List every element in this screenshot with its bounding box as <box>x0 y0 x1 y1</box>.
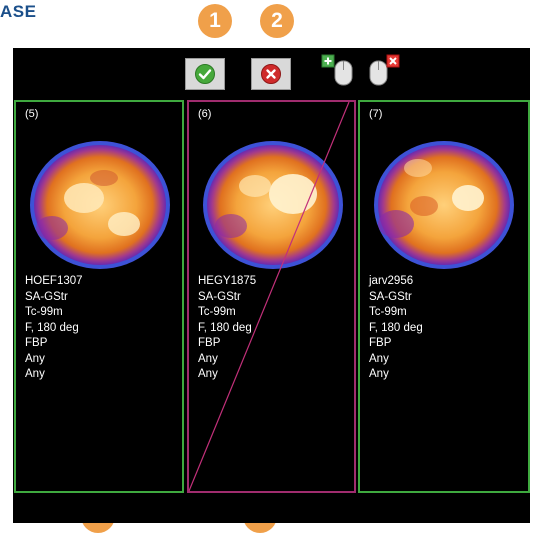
accept-button[interactable] <box>185 58 225 90</box>
patient-id: HOEF1307 <box>25 275 83 287</box>
study-info: HEGY1875 SA-GStr Tc-99m F, 180 deg FBP A… <box>198 274 256 383</box>
toolbar <box>13 48 530 92</box>
study-info: HOEF1307 SA-GStr Tc-99m F, 180 deg FBP A… <box>25 274 83 383</box>
isotope-label: Tc-99m <box>198 306 236 318</box>
polar-map-image <box>203 141 343 269</box>
mouse-add-icon[interactable] <box>321 54 355 91</box>
study-info: jarv2956 SA-GStr Tc-99m F, 180 deg FBP A… <box>369 274 423 383</box>
gender-label: Any <box>369 352 389 365</box>
image-viewer: (5) HOEF1307 SA-GStr Tc-99m F, 180 deg F… <box>13 92 530 523</box>
check-circle-icon <box>195 64 215 84</box>
image-panel[interactable]: (5) HOEF1307 SA-GStr Tc-99m F, 180 deg F… <box>14 100 184 493</box>
acquisition-label: F, 180 deg <box>25 321 79 334</box>
panel-index: (7) <box>369 108 383 120</box>
stress-label: Any <box>25 368 45 380</box>
patient-id: jarv2956 <box>369 275 414 287</box>
reconstruction-label: FBP <box>25 337 48 349</box>
page-title-fragment: ASE <box>0 2 37 21</box>
view-label: SA-GStr <box>198 290 241 303</box>
stress-label: Any <box>369 368 389 380</box>
polar-map-image <box>374 141 514 269</box>
callout-1: 1 <box>198 4 232 38</box>
x-circle-icon <box>261 64 281 84</box>
polar-map-image <box>30 141 170 269</box>
selection-diagonal <box>189 102 350 491</box>
isotope-label: Tc-99m <box>25 306 63 318</box>
reject-button[interactable] <box>251 58 291 90</box>
isotope-label: Tc-99m <box>369 306 407 318</box>
image-panel[interactable]: (7) jarv2956 SA-GStr Tc-99m F, 180 deg F… <box>358 100 530 493</box>
image-panel-selected[interactable]: (6) HEGY1875 SA-GStr Tc-99m F, 180 deg F… <box>187 100 356 493</box>
reconstruction-label: FBP <box>369 337 392 349</box>
stress-label: Any <box>198 368 218 380</box>
callout-2: 2 <box>260 4 294 38</box>
gender-label: Any <box>25 352 45 365</box>
mouse-remove-icon[interactable] <box>367 54 401 91</box>
acquisition-label: F, 180 deg <box>369 321 423 334</box>
view-label: SA-GStr <box>25 290 68 303</box>
acquisition-label: F, 180 deg <box>198 321 252 334</box>
panel-index: (6) <box>198 108 212 120</box>
view-label: SA-GStr <box>369 290 412 303</box>
reconstruction-label: FBP <box>198 337 221 349</box>
panel-index: (5) <box>25 108 39 120</box>
gender-label: Any <box>198 352 218 365</box>
patient-id: HEGY1875 <box>198 275 257 287</box>
